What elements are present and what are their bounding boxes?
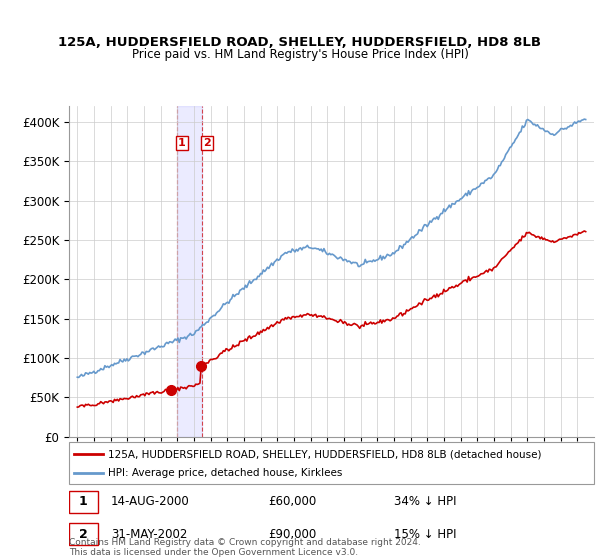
Text: 2: 2 [79,528,88,541]
Text: 125A, HUDDERSFIELD ROAD, SHELLEY, HUDDERSFIELD, HD8 8LB: 125A, HUDDERSFIELD ROAD, SHELLEY, HUDDER… [59,36,542,49]
FancyBboxPatch shape [69,491,98,513]
Text: Contains HM Land Registry data © Crown copyright and database right 2024.
This d: Contains HM Land Registry data © Crown c… [69,538,421,557]
Text: 34% ↓ HPI: 34% ↓ HPI [395,496,457,508]
Text: 1: 1 [79,496,88,508]
Text: 31-MAY-2002: 31-MAY-2002 [111,528,187,541]
Text: 2: 2 [203,138,211,148]
Text: HPI: Average price, detached house, Kirklees: HPI: Average price, detached house, Kirk… [109,468,343,478]
Text: £60,000: £60,000 [269,496,317,508]
FancyBboxPatch shape [69,524,98,545]
Text: 14-AUG-2000: 14-AUG-2000 [111,496,190,508]
Text: 1: 1 [178,138,186,148]
Text: 15% ↓ HPI: 15% ↓ HPI [395,528,457,541]
Bar [178,106,202,437]
Text: £90,000: £90,000 [269,528,317,541]
Text: 125A, HUDDERSFIELD ROAD, SHELLEY, HUDDERSFIELD, HD8 8LB (detached house): 125A, HUDDERSFIELD ROAD, SHELLEY, HUDDER… [109,449,542,459]
Text: Price paid vs. HM Land Registry's House Price Index (HPI): Price paid vs. HM Land Registry's House … [131,48,469,60]
FancyBboxPatch shape [69,442,594,484]
